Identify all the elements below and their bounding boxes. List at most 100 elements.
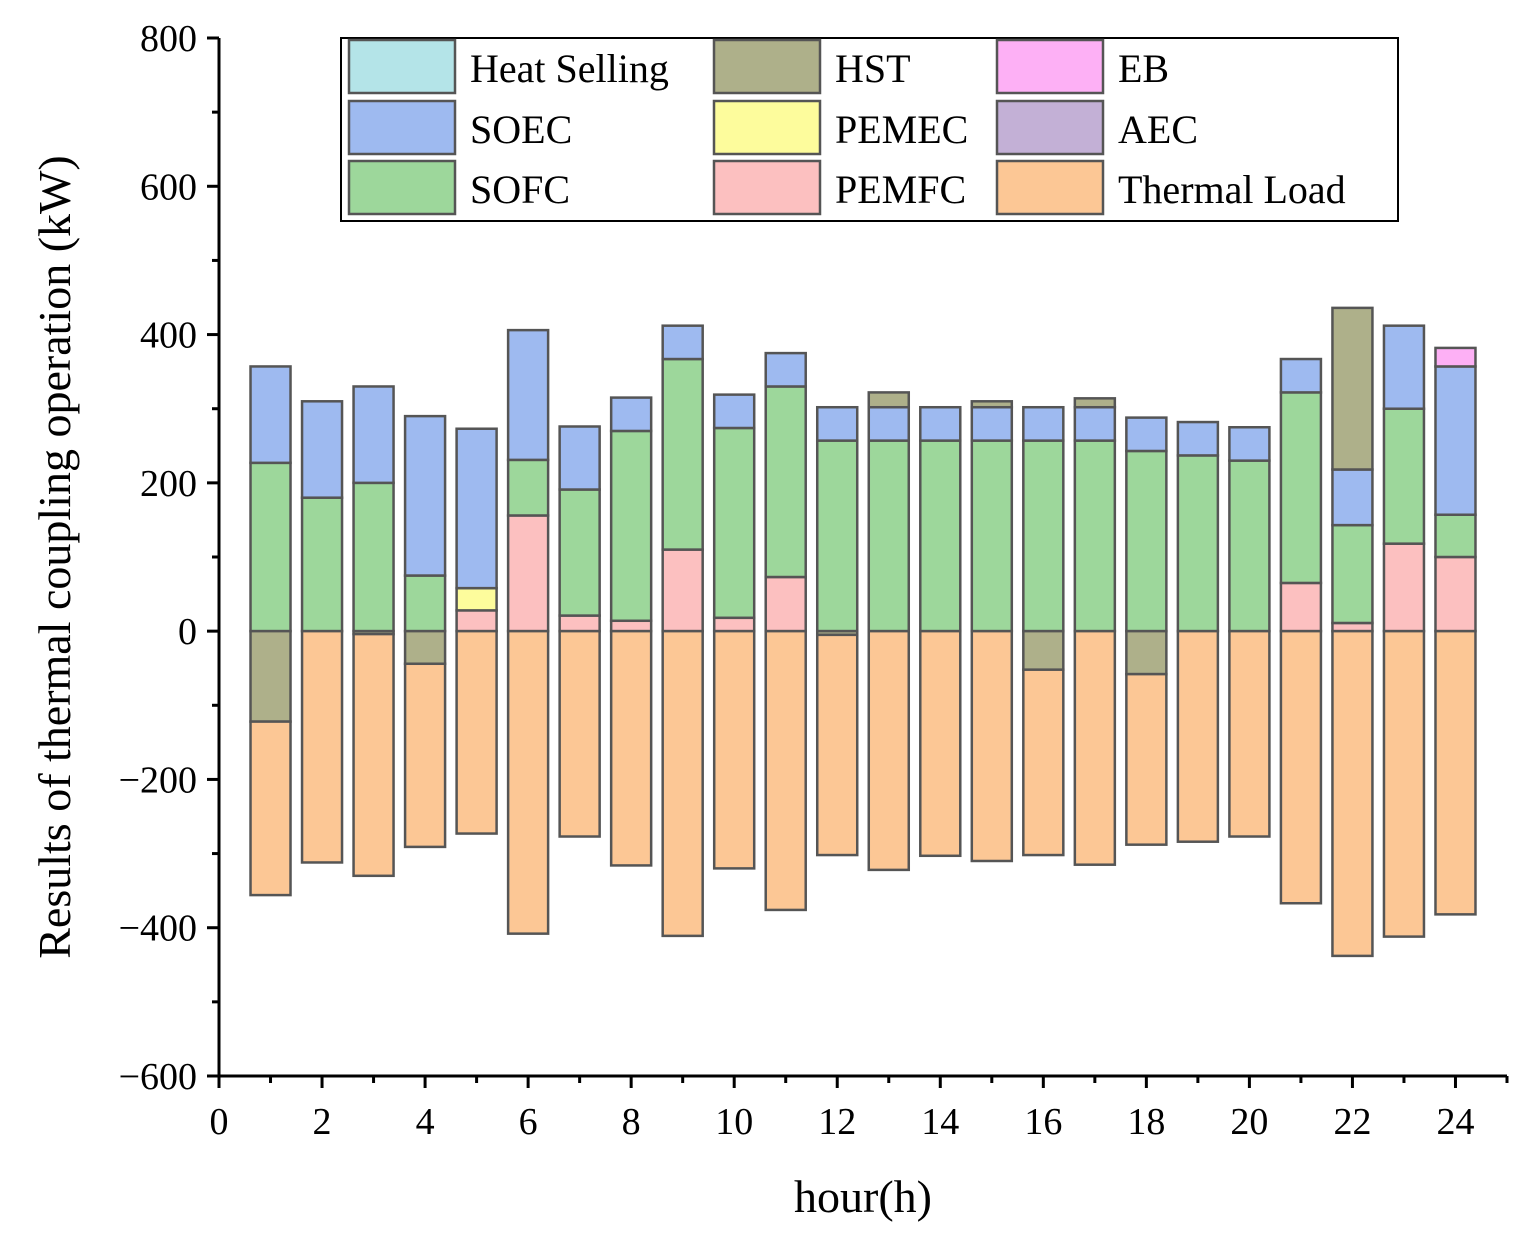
bar-thermal-load-hour-24 [1434,629,1477,916]
bar-soec-hour-11 [764,351,807,388]
bar-thermal-load-hour-8 [609,629,653,867]
x-ticks: 0 2 4 6 8 10 12 14 16 18 20 22 24 [210,1076,1509,1143]
legend-swatch-pemfc [712,159,822,216]
bar-thermal-load-hour-13 [867,629,911,872]
bar-thermal-load-hour-3 [352,632,395,878]
bar-sofc-hour-12 [815,439,859,633]
x-tick-label-18: 18 [1127,1101,1165,1143]
bar-soec-hour-20 [1228,426,1271,462]
bar-soec-hour-9 [661,324,704,361]
bar-thermal-load-hour-9 [661,629,704,938]
bar-pemfc-hour-6 [506,514,550,633]
y-tick-label-600: 600 [140,166,197,208]
x-tick-label-24: 24 [1436,1101,1474,1143]
bar-sofc-hour-8 [609,429,653,623]
y-tick-label-800: 800 [140,18,197,60]
bar-thermal-load-hour-12 [815,633,859,857]
bar-sofc-hour-11 [764,385,807,579]
bar-pemfc-hour-23 [1382,542,1426,633]
y-tick-label-200: 200 [140,463,197,505]
bar-thermal-load-hour-23 [1382,629,1426,938]
bar-sofc-hour-1 [249,461,292,633]
bar-hst-hour-16 [1022,629,1065,671]
bar-eb-hour-24 [1434,346,1477,368]
bar-hst-hour-4 [403,629,447,666]
x-tick-label-10: 10 [715,1101,753,1143]
bar-sofc-hour-18 [1125,449,1168,633]
x-tick-label-12: 12 [818,1101,856,1143]
x-tick-label-20: 20 [1230,1101,1268,1143]
legend-label-hst: HST [835,46,911,91]
bar-soec-hour-7 [558,425,601,491]
bar-soec-hour-12 [815,405,859,442]
bar-soec-hour-21 [1279,357,1323,394]
bar-sofc-hour-4 [403,574,447,633]
bar-pemfc-hour-21 [1279,581,1323,633]
bar-hst-hour-15 [970,400,1014,409]
bar-thermal-load-hour-14 [919,629,962,858]
bar-soec-hour-5 [455,427,498,590]
bar-pemfc-hour-9 [661,548,704,633]
bar-thermal-load-hour-19 [1176,629,1220,843]
x-tick-label-2: 2 [313,1101,332,1143]
bar-thermal-load-hour-11 [764,629,807,912]
legend-swatch-thermal-load [995,159,1105,216]
legend-swatch-sofc [347,159,457,216]
bar-thermal-load-hour-21 [1279,629,1323,905]
bar-sofc-hour-23 [1382,407,1426,545]
bar-soec-hour-1 [249,365,292,465]
bar-soec-hour-17 [1073,405,1117,442]
bar-soec-hour-4 [403,414,447,577]
bar-pemfc-hour-5 [455,609,498,633]
bar-sofc-hour-16 [1022,439,1065,633]
legend-swatch-soec [347,99,457,156]
bar-thermal-load-hour-10 [712,629,756,870]
bar-sofc-hour-10 [712,426,756,620]
bar-soec-hour-2 [300,400,344,499]
legend-label-pemec: PEMEC [835,107,968,152]
bar-hst-hour-13 [867,391,911,409]
bar-thermal-load-hour-2 [300,629,344,864]
bar-sofc-hour-19 [1176,454,1220,633]
bar-soec-hour-14 [919,405,962,442]
y-ticks: −600 −400 −200 0 200 400 600 800 [119,18,219,1098]
bar-soec-hour-19 [1176,420,1220,457]
bar-sofc-hour-21 [1279,391,1323,585]
bar-hst-hour-1 [249,629,292,723]
bar-pemfc-hour-24 [1434,555,1477,633]
legend-swatch-eb [995,38,1105,95]
bar-thermal-load-hour-4 [403,662,447,849]
bar-thermal-load-hour-5 [455,629,498,835]
x-tick-label-4: 4 [416,1101,435,1143]
x-axis-label: hour(h) [794,1171,932,1222]
bar-sofc-hour-2 [300,496,344,633]
bar-soec-hour-15 [970,405,1014,442]
bar-hst-hour-22 [1331,306,1374,471]
bar-thermal-load-hour-7 [558,629,601,838]
bar-sofc-hour-24 [1434,513,1477,559]
bar-soec-hour-8 [609,396,653,433]
bar-sofc-hour-13 [867,439,911,633]
bar-soec-hour-23 [1382,324,1426,410]
y-axis-label: Results of thermal coupling operation (k… [29,155,80,959]
legend: Heat Selling HST EB SOEC PEMEC AEC SOFC PEMFC Th… [340,37,1399,222]
bar-soec-hour-6 [506,328,550,462]
y-tick-label--400: −400 [119,908,197,950]
bar-sofc-hour-3 [352,481,395,633]
bar-sofc-hour-22 [1331,523,1374,625]
legend-label-eb: EB [1118,46,1169,91]
bar-soec-hour-13 [867,405,911,442]
legend-swatch-hst [712,38,822,95]
legend-box [340,37,1399,222]
bar-soec-hour-3 [352,385,395,485]
x-tick-label-22: 22 [1333,1101,1371,1143]
bar-soec-hour-18 [1125,416,1168,453]
bar-sofc-hour-9 [661,357,704,551]
legend-swatch-aec [995,99,1105,156]
bar-pemfc-hour-10 [712,616,756,633]
bar-thermal-load-hour-16 [1022,668,1065,857]
legend-label-thermal-load: Thermal Load [1118,167,1346,212]
bar-sofc-hour-20 [1228,459,1271,633]
legend-label-pemfc: PEMFC [835,167,966,212]
